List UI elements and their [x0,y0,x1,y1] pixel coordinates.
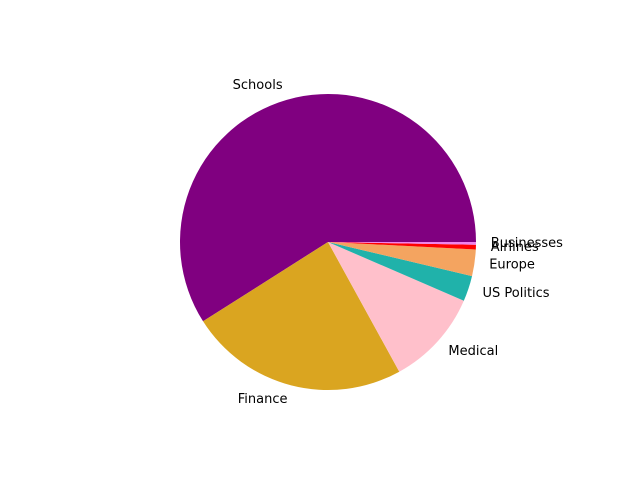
pie-slice-us-politics [328,242,473,301]
pie-slice-europe [328,242,476,277]
pie-slice-businesses [328,242,476,245]
pie-label-finance: Finance [238,392,288,407]
pie-slice-airlines [328,242,476,250]
pie-label-us-politics: US Politics [483,286,550,301]
pie-slices [179,93,476,390]
pie-slice-schools [179,93,476,322]
pie-label-airlines: Airlines [491,240,539,255]
pie-slice-medical [328,242,464,372]
pie-label-businesses: Businesses [491,236,563,251]
pie-labels: Schools Finance Medical US Politics Europe Ai… [233,78,563,407]
pie-label-medical: Medical [448,344,498,359]
pie-label-schools: Schools [233,78,283,93]
pie-slice-finance [203,242,400,390]
pie-label-europe: Europe [489,257,535,272]
